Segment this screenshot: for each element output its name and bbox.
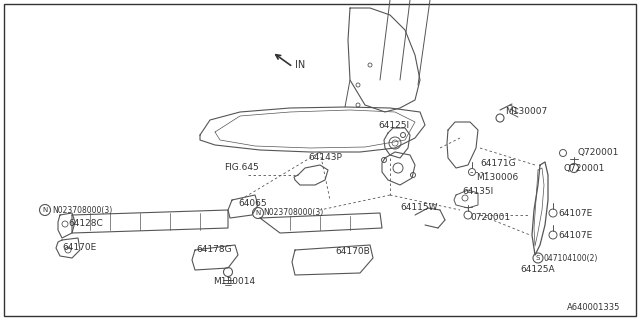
Text: 64171G: 64171G [480, 158, 516, 167]
Text: 047104100(2): 047104100(2) [544, 253, 598, 262]
Text: N023708000(3): N023708000(3) [52, 205, 112, 214]
Text: 64128C: 64128C [68, 219, 103, 228]
Text: 64115W: 64115W [400, 203, 438, 212]
Text: FIG.645: FIG.645 [224, 164, 259, 172]
Text: S: S [536, 255, 540, 261]
Text: N: N [42, 207, 47, 213]
Text: Q720001: Q720001 [578, 148, 620, 156]
Text: Q720001: Q720001 [564, 164, 605, 172]
Text: 64125I: 64125I [378, 121, 409, 130]
Text: A640001335: A640001335 [566, 303, 620, 312]
Text: M130007: M130007 [505, 108, 547, 116]
Text: 64170E: 64170E [62, 244, 96, 252]
Text: 64107E: 64107E [558, 209, 592, 218]
Text: IN: IN [295, 60, 305, 70]
Text: 0720001: 0720001 [470, 213, 510, 222]
Text: 64143P: 64143P [308, 154, 342, 163]
Text: 64125A: 64125A [520, 266, 555, 275]
Text: 64178G: 64178G [196, 245, 232, 254]
Text: N: N [255, 210, 260, 216]
Text: 64170B: 64170B [335, 247, 370, 257]
Text: 64107E: 64107E [558, 230, 592, 239]
Text: M130006: M130006 [476, 173, 518, 182]
Text: 64135I: 64135I [462, 188, 493, 196]
Text: M130014: M130014 [213, 277, 255, 286]
Text: 64065: 64065 [238, 198, 267, 207]
Text: N023708000(3): N023708000(3) [263, 207, 323, 217]
